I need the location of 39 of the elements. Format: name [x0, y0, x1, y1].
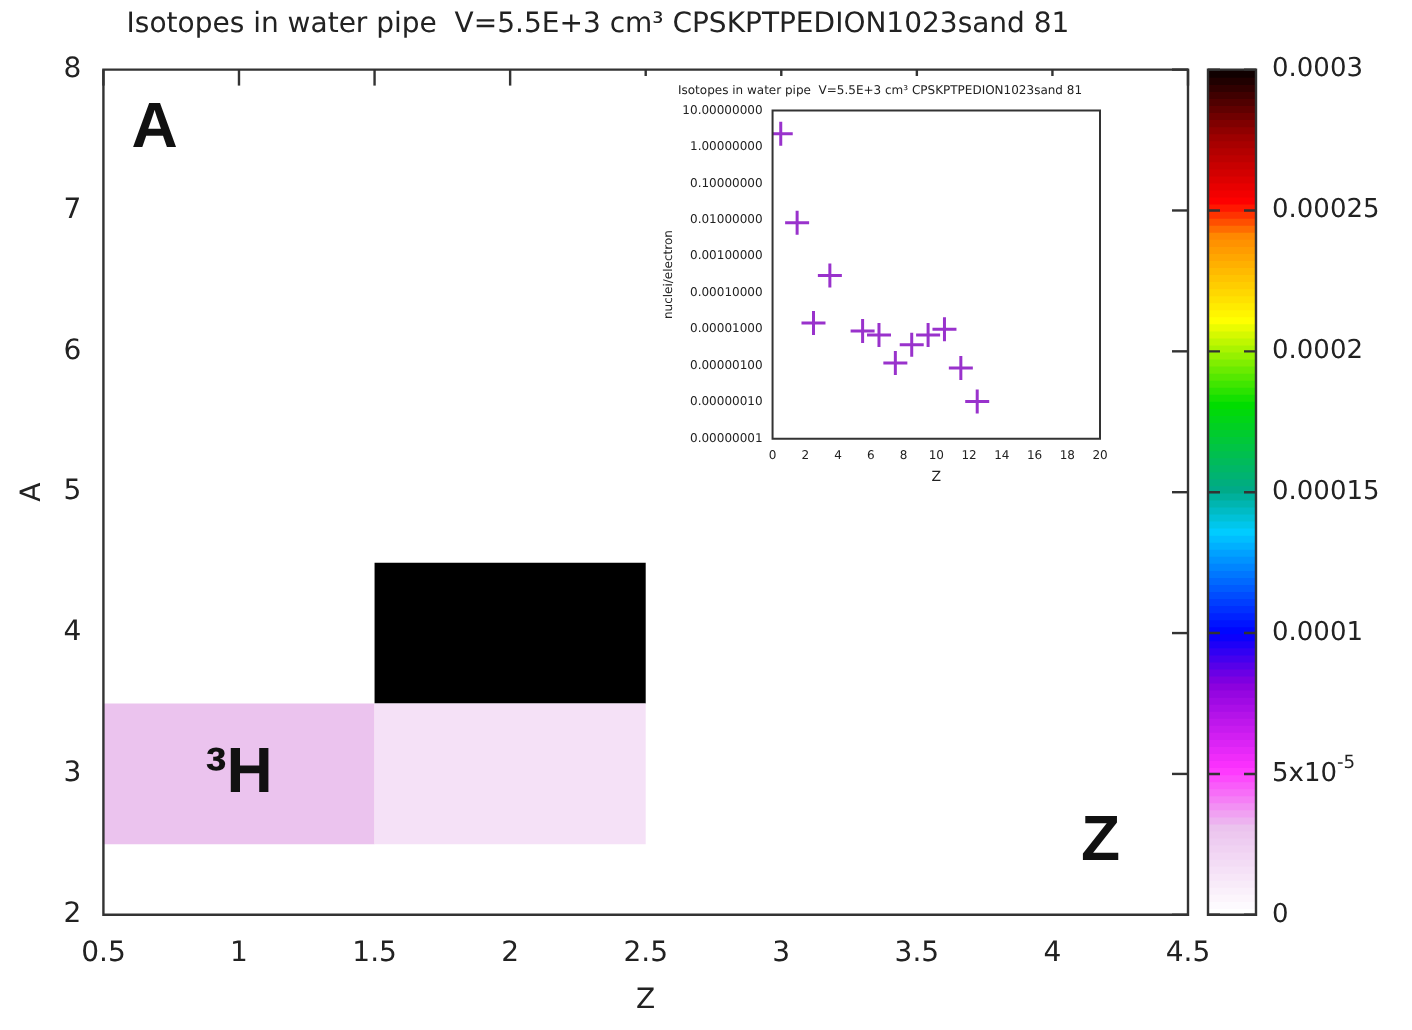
chart-title: Isotopes in water pipe V=5.5E+3 cm³ CPSKPTPEDION1023sand 81	[126, 8, 1070, 41]
y-tick-label: 6	[63, 334, 82, 367]
point	[865, 321, 893, 349]
y-tick-label: 5	[63, 475, 82, 508]
color-bar-label: 0.0003	[1272, 54, 1363, 85]
y-tick-label: 4	[63, 616, 82, 649]
point	[898, 331, 926, 359]
x-tick-label: 2	[501, 936, 520, 969]
y-tick-label: 3	[63, 757, 82, 790]
x-axis-title: Z	[636, 984, 656, 1017]
x-tick-label: 0.5	[81, 936, 126, 969]
annotation: Z	[1080, 802, 1120, 875]
x-tick-label: 2.5	[623, 936, 668, 969]
point	[881, 349, 909, 377]
x-tick-label: 3.5	[894, 936, 940, 969]
x-tick-label: 4.5	[1165, 936, 1211, 969]
point	[849, 317, 877, 345]
y-tick-label: 8	[63, 52, 82, 85]
x-tick-label: 4	[1043, 936, 1062, 969]
color-bar-label: 0.0002	[1272, 336, 1363, 367]
point	[947, 354, 975, 382]
x-tick-label: 1	[230, 936, 248, 969]
color-bar-label: 0.00025	[1272, 195, 1380, 226]
y-tick-label: 2	[63, 898, 82, 931]
point	[799, 309, 827, 337]
x-tick-label: 3	[772, 936, 791, 969]
x-tick-label: 1.5	[352, 936, 397, 969]
annotation: ³H	[205, 733, 273, 806]
color-bar-label: 0.0001	[1272, 617, 1363, 648]
annotation: A	[131, 89, 178, 162]
y-tick-label: 7	[63, 193, 82, 226]
point	[963, 388, 991, 416]
color-bar-label: 0	[1272, 899, 1289, 930]
color-bar-label: 0.00015	[1272, 476, 1380, 507]
point	[816, 261, 844, 289]
point	[914, 321, 942, 349]
y-axis-title: A	[16, 481, 49, 502]
point	[930, 315, 958, 343]
point	[783, 209, 811, 237]
